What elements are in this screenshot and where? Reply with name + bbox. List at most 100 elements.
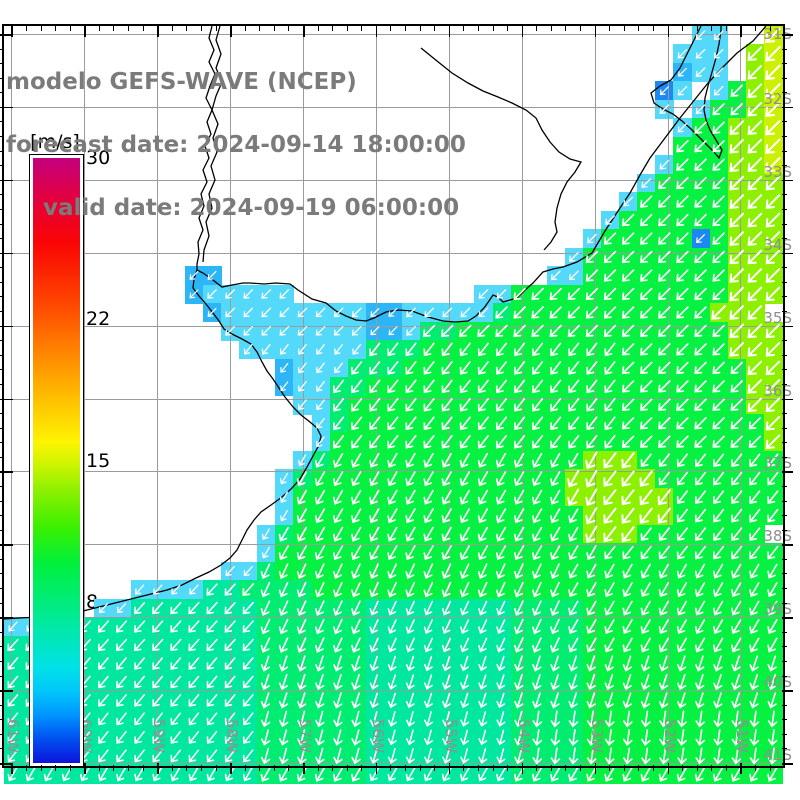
- bottom-tick: [273, 765, 275, 771]
- bottom-tick: [434, 765, 436, 771]
- top-tick: [215, 26, 217, 31]
- right-tick: [782, 106, 793, 109]
- left-tick: [0, 354, 4, 356]
- left-tick: [0, 660, 4, 662]
- right-tick: [782, 471, 793, 473]
- top-tick: [419, 26, 421, 31]
- top-tick: [171, 26, 173, 31]
- right-tick: [782, 238, 787, 240]
- left-tick: [0, 631, 4, 633]
- left-tick: [0, 588, 4, 590]
- bottom-tick: [142, 765, 144, 771]
- left-tick: [0, 223, 4, 225]
- right-tick: [782, 748, 787, 750]
- bottom-tick: [667, 763, 669, 774]
- top-tick: [128, 26, 130, 31]
- right-tick: [782, 165, 787, 167]
- bottom-tick: [303, 763, 305, 774]
- top-tick: [390, 26, 392, 31]
- left-tick: [0, 63, 4, 65]
- bottom-tick: [682, 765, 684, 771]
- right-tick: [782, 558, 787, 560]
- right-tick: [782, 77, 787, 79]
- left-tick: [0, 675, 4, 677]
- left-tick: [0, 165, 4, 167]
- left-tick: [0, 77, 4, 79]
- bottom-tick: [652, 765, 654, 771]
- left-tick: [0, 121, 4, 123]
- right-tick: [782, 354, 787, 356]
- right-tick: [782, 325, 793, 328]
- top-tick: [55, 26, 57, 31]
- bottom-tick: [230, 763, 232, 774]
- right-tick: [782, 485, 787, 487]
- bottom-tick: [594, 763, 597, 774]
- bottom-tick: [84, 763, 86, 774]
- bottom-tick: [754, 765, 756, 771]
- top-tick: [157, 26, 159, 37]
- bottom-tick: [405, 765, 407, 771]
- top-tick: [230, 26, 232, 37]
- right-tick: [782, 690, 793, 692]
- bottom-tick: [696, 765, 698, 771]
- bottom-tick: [128, 765, 130, 771]
- left-tick: [0, 413, 4, 415]
- right-tick: [782, 150, 787, 152]
- left-tick: [0, 150, 4, 152]
- top-tick: [492, 26, 494, 31]
- right-tick: [782, 719, 787, 721]
- right-tick: [782, 602, 787, 604]
- left-tick: [0, 719, 4, 721]
- top-tick: [244, 26, 246, 31]
- top-tick: [98, 26, 100, 31]
- top-tick: [448, 26, 451, 37]
- right-tick: [782, 442, 787, 444]
- top-tick: [40, 26, 42, 31]
- top-tick: [463, 26, 465, 31]
- bottom-tick: [477, 765, 479, 771]
- right-tick: [782, 500, 787, 502]
- top-tick: [346, 26, 348, 31]
- right-tick: [782, 267, 787, 269]
- left-tick: [0, 311, 4, 313]
- right-tick: [782, 281, 787, 283]
- bottom-tick: [740, 763, 742, 774]
- top-tick: [361, 26, 363, 31]
- left-tick: [0, 471, 13, 473]
- top-tick: [405, 26, 407, 31]
- bottom-tick: [609, 765, 611, 771]
- bottom-tick: [317, 765, 319, 771]
- right-tick: [782, 763, 793, 765]
- right-tick: [782, 136, 787, 138]
- left-tick: [0, 398, 13, 400]
- right-tick: [782, 617, 793, 619]
- bottom-tick: [171, 765, 173, 771]
- left-tick: [0, 238, 4, 240]
- right-tick: [782, 704, 787, 706]
- left-tick: [0, 748, 4, 750]
- bottom-tick: [390, 765, 392, 771]
- left-tick: [0, 383, 4, 385]
- top-tick: [565, 26, 567, 31]
- bottom-tick: [55, 765, 57, 771]
- right-tick: [782, 208, 787, 210]
- right-tick: [782, 456, 787, 458]
- top-tick: [609, 26, 611, 31]
- bottom-tick: [580, 765, 582, 771]
- top-tick: [594, 26, 597, 37]
- left-tick: [0, 194, 4, 196]
- bottom-tick: [711, 765, 713, 771]
- bottom-tick: [507, 765, 509, 771]
- left-tick: [0, 92, 4, 94]
- right-tick: [782, 223, 787, 225]
- bottom-tick: [536, 765, 538, 771]
- top-tick: [259, 26, 261, 31]
- top-tick: [332, 26, 334, 31]
- top-tick: [317, 26, 319, 31]
- right-tick: [782, 646, 787, 648]
- top-tick: [667, 26, 669, 37]
- bottom-tick: [25, 765, 27, 771]
- top-tick: [288, 26, 290, 31]
- bottom-tick: [98, 765, 100, 771]
